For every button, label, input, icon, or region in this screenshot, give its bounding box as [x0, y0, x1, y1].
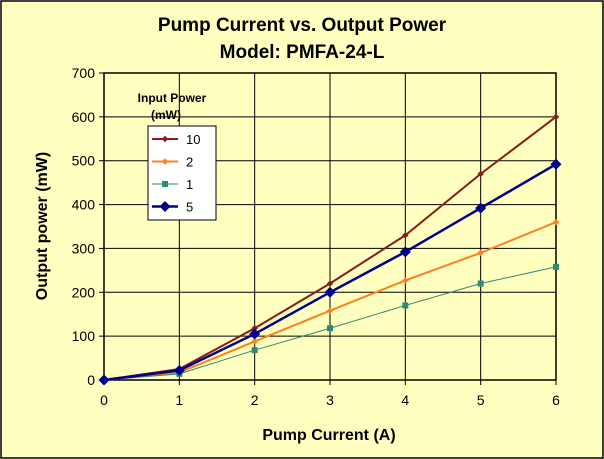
data-point-10: [477, 170, 484, 178]
legend-swatch-marker: [161, 158, 169, 165]
legend-entry-1: 1: [186, 177, 193, 192]
data-point-10: [251, 325, 258, 332]
data-point-1: [327, 325, 333, 332]
x-tick-label: 0: [100, 392, 108, 408]
data-point-5: [324, 286, 336, 298]
x-tick-label: 4: [401, 392, 409, 408]
data-point-1: [553, 263, 559, 270]
y-tick-label: 600: [72, 109, 96, 125]
data-point-2: [251, 338, 258, 345]
x-tick-label: 5: [477, 392, 485, 408]
data-point-1: [477, 280, 484, 287]
data-point-2: [326, 307, 334, 314]
data-point-10: [552, 113, 560, 121]
data-point-10: [326, 280, 334, 287]
data-point-5: [249, 328, 261, 340]
plot-area: 0 100 200 300 400 500 600 700 0 1 2 3 4 5 6: [72, 65, 562, 408]
plot-frame: [103, 72, 557, 381]
x-tick-label: 6: [552, 392, 560, 408]
data-point-5: [173, 364, 185, 376]
data-point-2: [552, 218, 560, 226]
data-point-5: [98, 374, 110, 386]
legend-entry-2: 2: [186, 155, 193, 170]
legend-entry-10: 10: [186, 132, 200, 147]
y-tick-label: 0: [87, 372, 95, 388]
legend-swatch-marker: [162, 181, 168, 187]
y-tick-label: 200: [72, 284, 96, 300]
y-tick-label: 300: [72, 240, 96, 256]
data-point-1: [402, 302, 409, 309]
data-point-2: [402, 277, 409, 284]
x-tick-label: 2: [251, 392, 259, 408]
y-tick-label: 400: [72, 197, 96, 213]
y-tick-label: 100: [72, 328, 96, 344]
legend-swatch-marker: [159, 201, 171, 212]
data-point-5: [399, 246, 411, 258]
y-axis-label: Output power (mW): [34, 152, 51, 300]
data-point-1: [251, 347, 258, 354]
legend: 10 2 1 5: [147, 125, 217, 221]
legend-title: Input Power: [138, 91, 207, 105]
x-tick-label: 3: [326, 392, 334, 408]
chart-title: Pump Current vs. Output Power: [158, 15, 447, 36]
data-point-2: [477, 249, 484, 257]
legend-box: [147, 125, 217, 221]
y-tick-label: 700: [72, 65, 96, 81]
x-axis-label: Pump Current (A): [262, 427, 395, 444]
legend-title-unit: (mW): [151, 108, 181, 122]
y-tick-label: 500: [72, 153, 96, 169]
x-tick-label: 1: [175, 392, 183, 408]
chart-subtitle: Model: PMFA-24-L: [220, 42, 385, 63]
data-point-5: [550, 158, 562, 170]
legend-swatch-marker: [161, 135, 169, 143]
data-point-10: [402, 232, 409, 239]
data-point-5: [475, 202, 487, 214]
legend-entry-5: 5: [186, 200, 193, 215]
